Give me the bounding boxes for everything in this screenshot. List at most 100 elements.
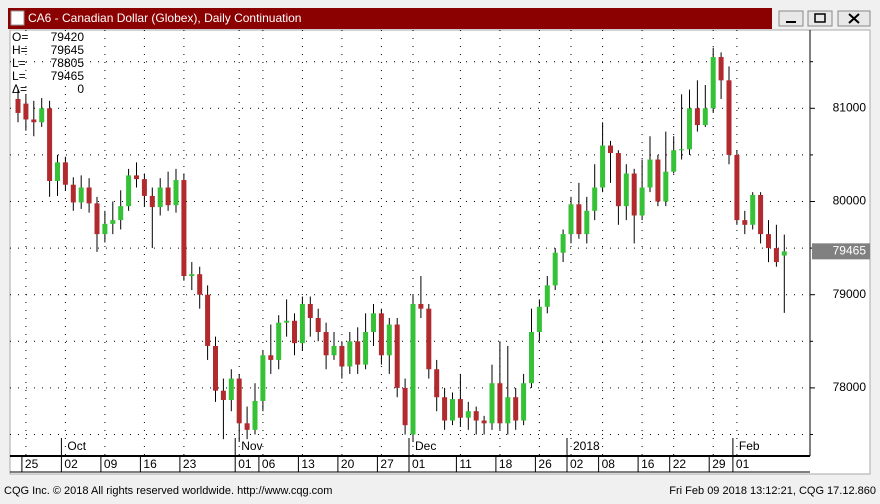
candle-body (758, 194, 764, 235)
candle-body (371, 313, 376, 332)
x-tick-label: 02 (64, 457, 78, 471)
month-label: Dec (415, 439, 436, 453)
candle-body (718, 57, 724, 81)
candle-body (410, 304, 416, 435)
candle-body (465, 411, 471, 418)
candle-body (497, 383, 503, 424)
candle-body (118, 206, 124, 221)
candle-body (426, 308, 432, 370)
readout-label: O= (12, 30, 28, 44)
candle-body (307, 304, 313, 318)
y-tick-label: 81000 (833, 100, 867, 114)
candle-body (15, 98, 21, 113)
candle-body (623, 173, 629, 207)
footer-left: CQG Inc. © 2018 All rights reserved worl… (4, 485, 332, 497)
candle-body (228, 378, 234, 401)
candle-body (94, 203, 100, 235)
candle-body (236, 378, 242, 424)
candle-body (260, 355, 266, 401)
candle-body (529, 331, 534, 384)
candle-body (544, 285, 550, 307)
candle-body (631, 173, 637, 216)
close-button[interactable] (837, 10, 871, 27)
candle-body (173, 180, 179, 206)
candle-body (205, 294, 211, 346)
candle-body (592, 187, 598, 211)
candle-body (331, 345, 337, 356)
candle-body (299, 304, 305, 344)
candle-body (687, 108, 692, 150)
month-label: Oct (67, 439, 86, 453)
readout-label: Δ= (12, 82, 27, 96)
y-tick-label: 80000 (833, 194, 867, 208)
candle-body (615, 153, 621, 207)
x-tick-label: 11 (459, 457, 472, 471)
candle-body (639, 187, 645, 216)
candle-body (276, 322, 282, 360)
candle-body (750, 194, 756, 225)
candle-body (457, 399, 463, 418)
candle-body (323, 331, 329, 356)
candle-body (78, 187, 84, 203)
readout-value: 79420 (51, 30, 85, 44)
readout-label: L= (12, 69, 26, 83)
candle-body (315, 317, 321, 332)
candle-body (252, 400, 258, 430)
candle-body (647, 159, 653, 188)
candle-body (62, 162, 68, 185)
candle-body (189, 274, 195, 277)
candle-body (781, 251, 787, 256)
candle-body (505, 397, 511, 424)
candle-body (694, 108, 700, 126)
maximize-button[interactable] (807, 10, 833, 27)
x-tick-label: 27 (380, 457, 394, 471)
candle-body (434, 369, 440, 398)
candle-body (292, 320, 297, 344)
candle-body (521, 383, 527, 421)
candle-body (600, 145, 606, 188)
candle-body (268, 355, 274, 360)
x-tick-label: 13 (301, 457, 315, 471)
footer-right: Fri Feb 09 2018 13:12:21, CQG 17.12.860 (669, 485, 876, 497)
month-label: 2018 (573, 439, 600, 453)
candle-body (663, 171, 669, 202)
readout-label: L= (12, 56, 26, 70)
candle-body (450, 399, 455, 421)
candle-body (70, 184, 76, 203)
x-tick-label: 08 (602, 457, 616, 471)
candle-body (355, 341, 361, 365)
y-tick-label: 78000 (833, 380, 867, 394)
candle-body (197, 274, 203, 295)
candle-body (536, 306, 542, 332)
x-tick-label: 22 (673, 457, 687, 471)
candle-body (149, 195, 155, 208)
candle-body (157, 187, 163, 208)
candle-body (110, 220, 116, 224)
month-label: Nov (241, 439, 262, 453)
candle-body (402, 387, 408, 426)
month-label: Feb (739, 439, 760, 453)
x-tick-label: 16 (143, 457, 157, 471)
plot: 78000 79000 80000 81000 25 02 09 16 23 01 06 13 20 27… (10, 30, 870, 472)
candle-body (710, 57, 716, 109)
minimize-button[interactable] (778, 10, 804, 27)
candle-body (47, 108, 53, 181)
candle-body (126, 175, 132, 207)
candle-body (339, 345, 345, 367)
candle-body (86, 187, 92, 204)
x-tick-label: 16 (641, 457, 655, 471)
app-icon (10, 10, 25, 26)
candle-body (742, 220, 748, 225)
candle-body (102, 223, 108, 235)
candle-body (576, 204, 582, 235)
x-tick-label: 20 (341, 457, 355, 471)
readout-label: H= (12, 43, 28, 57)
readout-value: 79645 (51, 43, 85, 57)
candle-body (134, 175, 139, 180)
candle-body (244, 423, 250, 430)
candle-body (213, 345, 218, 391)
candle-body (552, 252, 558, 286)
candle-body (702, 108, 708, 126)
candle-body (378, 313, 384, 356)
candle-body (284, 320, 290, 323)
